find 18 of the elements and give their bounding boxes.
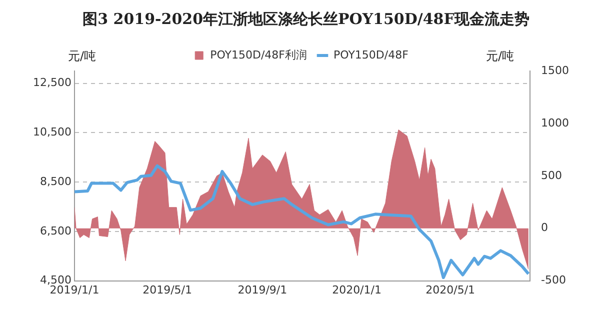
y2-tick-label: 1500 (541, 64, 570, 77)
x-tick-label: 2019/9/1 (238, 283, 288, 296)
legend-label: POY150D/48F利润 (210, 48, 307, 62)
y2-tick-label: 1000 (541, 116, 570, 130)
y-tick-label: 12,500 (32, 76, 72, 90)
y2-axis-title: 元/吨 (486, 49, 514, 64)
x-tick-label: 2019/5/1 (142, 283, 192, 296)
y-tick-label: 6,500 (40, 224, 72, 238)
chart-title: 图3 2019-2020年江浙地区涤纶长丝POY150D/48F现金流走势 (82, 10, 530, 28)
x-tick-label: 2020/1/1 (332, 283, 382, 296)
y2-tick-label: 500 (541, 168, 562, 182)
y2-tick-label: -500 (541, 274, 566, 287)
y-tick-label: 8,500 (40, 174, 72, 188)
legend-label: POY150D/48F (334, 48, 408, 62)
y-tick-label: 10,500 (32, 126, 72, 139)
y2-tick-label: 0 (541, 221, 548, 234)
y-axis-title: 元/吨 (68, 49, 96, 64)
x-tick-label: 2020/5/1 (426, 283, 476, 296)
